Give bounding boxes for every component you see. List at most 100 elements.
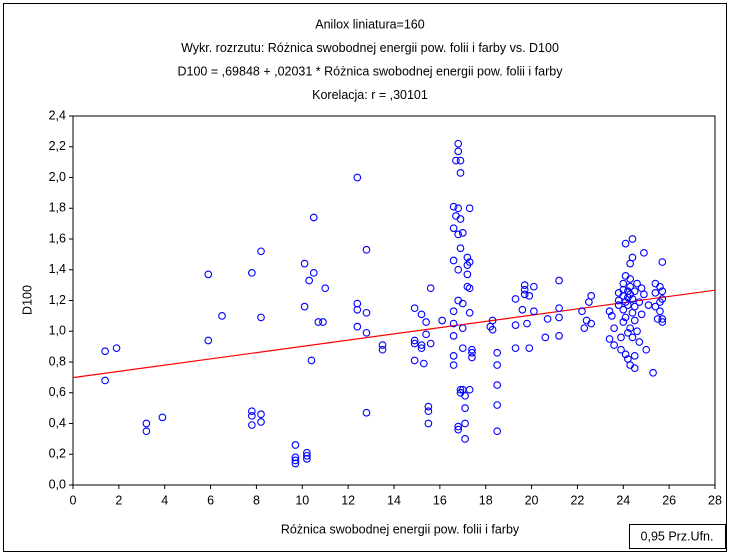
point <box>614 296 623 305</box>
point <box>637 310 646 319</box>
point <box>463 270 472 279</box>
point <box>300 259 309 268</box>
point <box>309 268 318 277</box>
y-tick-label: 0,8 <box>49 354 66 368</box>
point <box>658 295 667 303</box>
point <box>218 312 226 320</box>
point <box>635 298 644 306</box>
point <box>493 401 502 409</box>
point <box>101 347 109 356</box>
y-tick-label: 2,2 <box>49 139 66 153</box>
point <box>640 290 648 299</box>
point <box>587 319 596 328</box>
point <box>307 356 316 365</box>
x-tick-label: 24 <box>616 493 630 507</box>
point <box>649 368 657 377</box>
point <box>426 284 435 293</box>
x-tick-label: 10 <box>295 493 309 507</box>
chart-title: Anilox liniatura=160 <box>315 17 424 31</box>
point <box>291 456 300 465</box>
point <box>247 268 256 277</box>
point <box>656 282 664 291</box>
point <box>468 348 476 357</box>
point <box>142 427 151 436</box>
point <box>587 292 596 300</box>
point <box>468 353 476 362</box>
point <box>410 339 419 348</box>
point <box>449 361 458 369</box>
point <box>410 356 419 365</box>
point <box>465 308 474 317</box>
point <box>353 305 362 314</box>
point <box>614 301 623 309</box>
point <box>658 258 667 266</box>
x-tick-label: 12 <box>341 493 355 507</box>
point <box>493 381 502 389</box>
point <box>520 290 529 299</box>
y-tick-label: 0,2 <box>49 447 66 461</box>
point <box>362 408 371 417</box>
point <box>626 282 635 291</box>
point <box>257 418 265 426</box>
point <box>303 455 311 463</box>
point <box>628 253 637 262</box>
fit-line <box>72 289 716 379</box>
point <box>610 324 618 333</box>
x-tick-label: 18 <box>479 493 493 507</box>
point <box>362 308 371 317</box>
point <box>463 282 472 291</box>
point <box>630 302 639 311</box>
x-axis-label: Różnica swobodnej energii pow. folii i f… <box>281 522 520 536</box>
point <box>362 328 371 337</box>
point <box>530 307 538 316</box>
point <box>525 292 534 300</box>
point <box>454 265 463 274</box>
point <box>610 341 618 349</box>
point <box>454 147 463 156</box>
x-tick-label: 4 <box>161 493 168 507</box>
point <box>362 245 371 254</box>
plot-area <box>72 115 716 486</box>
x-tick-label: 28 <box>708 493 722 507</box>
x-tick-label: 0 <box>70 493 77 507</box>
point <box>493 348 502 357</box>
y-tick-label: 2,4 <box>49 108 66 122</box>
point <box>658 287 667 296</box>
chart-title: Wykr. rozrzutu: Różnica swobodnej energi… <box>181 41 559 55</box>
point <box>305 276 314 285</box>
point <box>461 404 469 412</box>
point <box>656 307 664 316</box>
point <box>523 319 531 328</box>
point <box>438 316 447 325</box>
y-tick-label: 1,2 <box>49 293 66 307</box>
point <box>247 407 256 416</box>
point <box>454 422 463 431</box>
point <box>580 324 589 333</box>
point <box>309 213 318 222</box>
point <box>651 302 660 311</box>
point <box>142 419 151 428</box>
point <box>291 441 300 449</box>
point <box>449 352 458 360</box>
point <box>378 345 387 354</box>
point <box>321 284 330 293</box>
point <box>628 295 637 303</box>
point <box>449 332 458 340</box>
point <box>456 169 465 177</box>
point <box>449 256 458 265</box>
point <box>456 215 465 223</box>
point <box>449 202 458 211</box>
point <box>410 336 419 345</box>
y-tick-label: 1,0 <box>49 324 66 338</box>
point <box>465 385 474 394</box>
point <box>658 315 667 323</box>
y-tick-label: 2,0 <box>49 170 66 184</box>
point <box>617 333 625 342</box>
point <box>291 459 300 468</box>
y-tick-label: 0,0 <box>49 477 66 491</box>
point <box>424 402 433 411</box>
point <box>624 301 632 309</box>
point <box>417 344 426 353</box>
point <box>449 224 458 233</box>
point <box>518 305 527 314</box>
